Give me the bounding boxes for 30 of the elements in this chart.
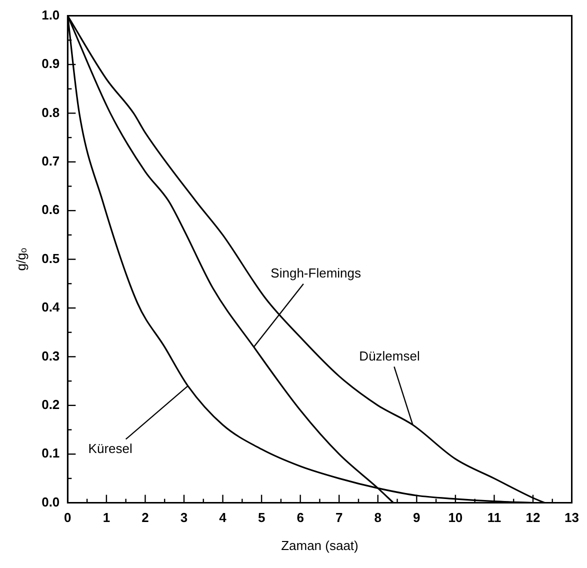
x-tick-label: 12 [526,510,540,526]
y-tick-label: 0.8 [42,104,60,120]
x-tick-label: 4 [219,510,228,526]
annotation: Küresel [88,440,132,456]
y-tick-label: 0.9 [42,56,60,72]
y-tick-label: 0.4 [42,300,60,315]
x-tick-label: 9 [413,510,420,526]
y-tick-label: 0.0 [42,494,60,510]
annotation: Düzlemsel [359,348,420,364]
x-tick-label: 3 [180,510,188,526]
y-axis-title: g/gₒ [13,248,28,271]
y-tick-label: 0.5 [42,250,60,266]
x-tick-label: 2 [142,510,149,526]
x-axis-title: Zaman (saat) [281,538,358,553]
y-tick-label: 0.1 [42,446,60,461]
y-tick-label: 0.2 [42,396,60,412]
y-tick-label: 0.7 [42,153,60,168]
y-tick-label: 0.3 [42,348,60,364]
x-tick-label: 11 [487,510,502,526]
x-tick-label: 13 [564,510,580,526]
y-tick-label: 0.6 [42,202,60,218]
x-tick-label: 5 [258,510,266,526]
x-tick-label: 10 [448,510,463,526]
x-tick-label: 0 [64,510,72,526]
x-tick-label: 8 [374,510,382,526]
x-tick-label: 7 [335,510,343,526]
annotation: Singh-Flemings [270,265,362,280]
y-tick-label: 1.0 [42,7,60,22]
x-tick-label: 6 [296,510,304,526]
x-tick-label: 1 [102,510,110,526]
